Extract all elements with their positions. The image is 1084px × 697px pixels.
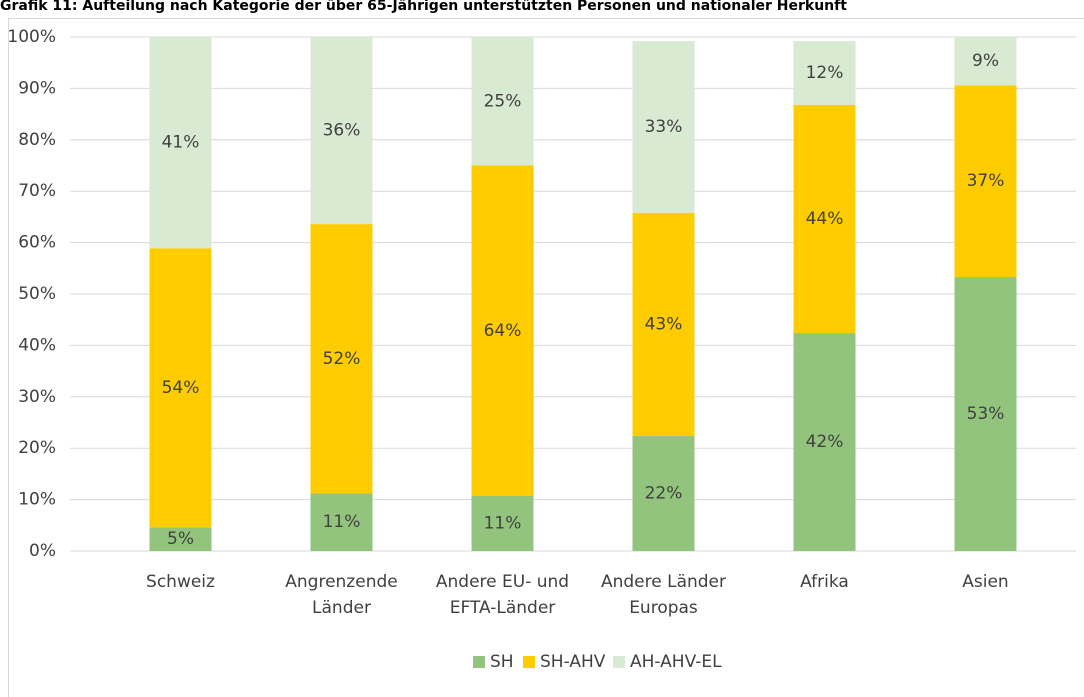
data-label: 33% bbox=[645, 117, 683, 137]
data-label: 41% bbox=[162, 133, 200, 153]
y-tick-label: 100% bbox=[7, 27, 56, 47]
bar-segment bbox=[471, 165, 534, 497]
y-tick-label: 40% bbox=[18, 335, 56, 355]
x-tick-label: Asien bbox=[962, 572, 1008, 592]
bar-segment bbox=[471, 37, 534, 166]
data-label: 37% bbox=[967, 171, 1005, 191]
data-label: 54% bbox=[162, 378, 200, 398]
x-tick-label: Europas bbox=[629, 598, 698, 618]
data-label: 64% bbox=[484, 321, 522, 341]
data-label: 43% bbox=[645, 314, 683, 334]
x-tick-label: Angrenzende bbox=[285, 572, 397, 592]
bar-segment bbox=[471, 496, 534, 551]
bar-segment bbox=[793, 104, 856, 334]
data-label: 25% bbox=[484, 91, 522, 111]
y-tick-label: 60% bbox=[18, 233, 56, 253]
x-tick-label: Afrika bbox=[800, 572, 849, 592]
bar-segment bbox=[793, 41, 856, 105]
bar-segment bbox=[310, 493, 373, 551]
y-tick-label: 10% bbox=[18, 490, 56, 510]
data-label: 53% bbox=[967, 404, 1005, 424]
legend-label: SH bbox=[490, 652, 514, 672]
y-tick-label: 30% bbox=[18, 387, 56, 407]
x-tick-label: Andere EU- und bbox=[436, 572, 569, 592]
legend-label: AH-AHV-EL bbox=[630, 652, 722, 672]
bar-segment bbox=[310, 37, 373, 225]
y-tick-label: 90% bbox=[18, 78, 56, 98]
y-tick-label: 80% bbox=[18, 130, 56, 150]
bar-segment bbox=[793, 333, 856, 551]
y-tick-label: 70% bbox=[18, 181, 56, 201]
y-tick-label: 0% bbox=[29, 541, 56, 561]
x-tick-label: Andere Länder bbox=[601, 572, 726, 592]
bar-segment bbox=[149, 37, 212, 249]
x-tick-label: Schweiz bbox=[146, 572, 215, 592]
bar-segment bbox=[632, 435, 695, 551]
legend-swatch bbox=[613, 656, 625, 668]
data-label: 12% bbox=[806, 63, 844, 83]
y-tick-label: 20% bbox=[18, 438, 56, 458]
bar-segment bbox=[149, 248, 212, 528]
chart-frame bbox=[8, 18, 1084, 697]
bar-segment bbox=[632, 41, 695, 213]
data-label: 42% bbox=[806, 432, 844, 452]
bar-segment bbox=[954, 85, 1017, 278]
data-label: 44% bbox=[806, 209, 844, 229]
data-label: 5% bbox=[167, 529, 194, 549]
legend-swatch bbox=[523, 656, 535, 668]
data-label: 11% bbox=[484, 514, 522, 534]
x-tick-label: EFTA-Länder bbox=[450, 598, 556, 618]
data-label: 22% bbox=[645, 483, 683, 503]
bar-segment bbox=[310, 224, 373, 494]
bar-segment bbox=[954, 277, 1017, 551]
chart-title: Grafik 11: Aufteilung nach Kategorie der… bbox=[0, 0, 847, 14]
y-tick-label: 50% bbox=[18, 284, 56, 304]
bar-segment bbox=[954, 37, 1017, 86]
data-label: 9% bbox=[972, 51, 999, 71]
data-label: 36% bbox=[323, 121, 361, 141]
data-label: 52% bbox=[323, 349, 361, 369]
bar-segment bbox=[632, 212, 695, 436]
bar-segment bbox=[149, 527, 212, 551]
data-label: 11% bbox=[323, 512, 361, 532]
legend-label: SH-AHV bbox=[540, 652, 606, 672]
x-tick-label: Länder bbox=[312, 598, 371, 618]
legend-swatch bbox=[473, 656, 485, 668]
